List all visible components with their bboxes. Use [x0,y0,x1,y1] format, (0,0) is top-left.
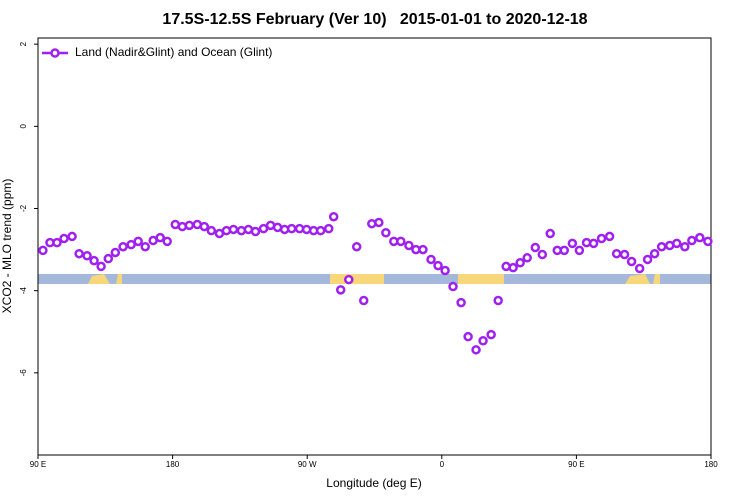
data-point [486,329,496,340]
data-point [626,256,637,267]
data-point [596,233,607,244]
data-point [448,281,458,292]
data-point [433,260,443,271]
data-point [456,297,466,308]
data-point [588,238,599,249]
data-point [649,248,660,259]
data-point [703,236,713,247]
data-point [344,274,354,285]
data-point [250,226,261,237]
data-point [96,261,106,272]
data-point [656,241,667,252]
data-point [358,295,369,306]
data-point [162,236,172,247]
data-point [567,238,578,249]
data-point [463,331,473,342]
data-point [687,235,697,246]
data-point [206,225,217,236]
data-point [471,345,481,355]
data-point [228,224,239,235]
data-point [680,241,690,252]
x-tick-label: 180 [166,460,180,469]
data-point [184,220,195,231]
y-tick-label: 0 [19,124,28,129]
legend-marker [50,48,60,58]
data-point [140,241,150,252]
plot-frame [37,37,712,456]
x-tick-label: 90 W [298,460,317,469]
data-point [335,285,346,295]
data-point [133,236,143,247]
data-point [258,223,269,234]
data-point [328,211,339,222]
data-point [374,217,384,228]
chart-title: 17.5S-12.5S February (Ver 10) 2015-01-01… [162,11,587,28]
data-point [530,242,541,253]
y-axis-label: XCO2 - MLO trend (ppm) [0,179,14,314]
data-point [404,240,414,251]
data-point [426,254,436,265]
y-tick-label: -2 [19,204,28,212]
data-point [286,223,297,234]
y-tick-label: -4 [19,287,28,295]
data-point [695,232,705,243]
y-tick-label: 2 [19,41,28,46]
data-point [619,249,630,260]
data-point [493,295,503,306]
data-point [478,336,488,346]
data-point [323,223,334,234]
data-point [642,254,653,265]
data-point [611,248,622,259]
data-point [440,265,450,276]
data-point [381,227,391,238]
data-point [418,244,428,255]
data-point [574,245,585,256]
x-tick-label: 90 E [568,460,584,469]
data-point [515,257,525,268]
x-tick-label: 180 [704,460,718,469]
y-tick-label: -6 [19,369,28,377]
surface-band [38,274,711,284]
legend-label: Land (Nadir&Glint) and Ocean (Glint) [75,45,272,59]
data-point [508,262,518,273]
data-point [118,241,128,252]
data-point [59,233,69,244]
data-point [559,245,570,256]
data-point [126,239,136,250]
data-point [634,263,645,274]
data-point [38,245,48,256]
data-point [315,225,326,236]
data-point [672,238,682,249]
data-point [74,248,84,259]
data-point [103,253,114,264]
data-point [110,247,121,258]
data-point [89,255,99,266]
x-axis-label: Longitude (deg E) [326,476,421,490]
data-point [155,232,165,243]
data-point [199,221,210,232]
x-tick-label: 0 [440,460,445,469]
x-tick-label: 90 E [30,460,46,469]
data-point [82,250,92,261]
data-point [545,228,555,239]
data-point [351,241,362,252]
data-point [537,249,548,260]
data-point [67,231,77,242]
data-point [604,231,615,242]
data-point [522,253,532,263]
data-point [52,237,62,248]
data-point [396,236,406,247]
